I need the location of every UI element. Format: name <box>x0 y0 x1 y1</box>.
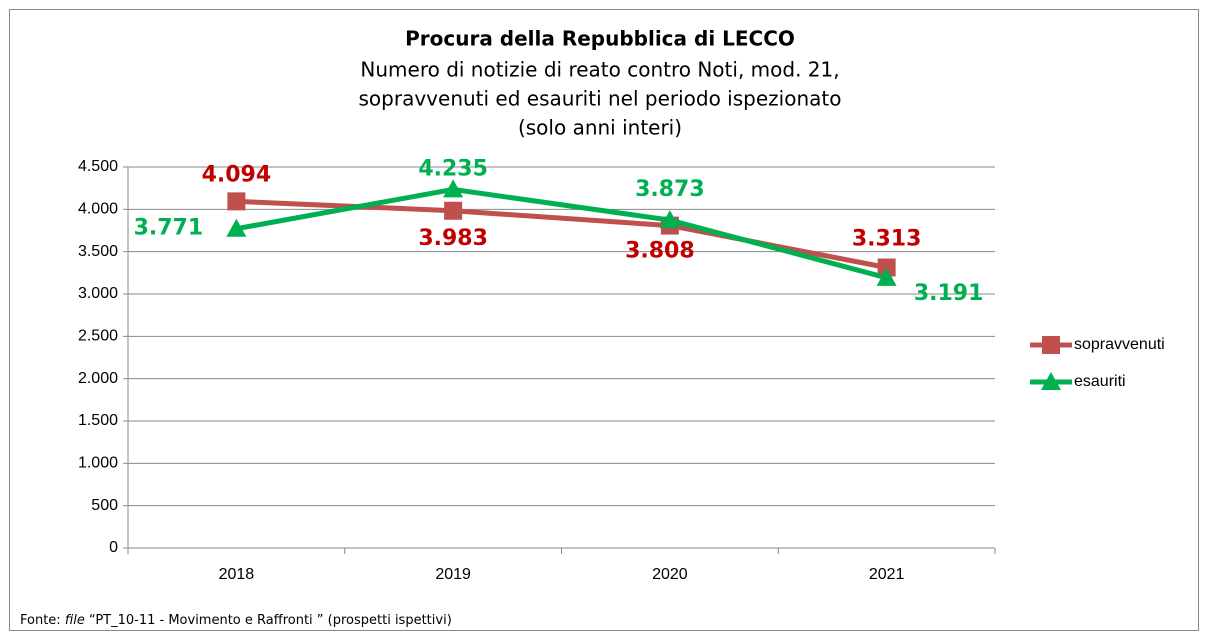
data-label: 3.313 <box>852 226 922 251</box>
legend-marker <box>1042 336 1060 354</box>
chart-subtitle: sopravvenuti ed esauriti nel periodo isp… <box>359 87 842 111</box>
data-label: 4.094 <box>202 162 272 187</box>
series-line <box>235 186 888 281</box>
source-italic: file <box>65 613 85 628</box>
legend-label: sopravvenuti <box>1074 336 1165 353</box>
data-label: 3.983 <box>418 226 488 251</box>
legend-label: esauriti <box>1074 373 1126 390</box>
chart-subtitle: (solo anni interi) <box>518 116 682 140</box>
data-point <box>659 210 680 229</box>
source-prefix: Fonte: <box>20 613 61 628</box>
data-label: 4.235 <box>418 156 488 181</box>
data-point <box>226 218 247 237</box>
chart-border <box>9 9 1199 631</box>
y-tick-label: 2.000 <box>78 370 118 387</box>
y-tick-label: 0 <box>109 539 118 556</box>
y-tick-label: 3.000 <box>78 285 118 302</box>
data-label: 3.808 <box>625 239 695 264</box>
data-point <box>227 192 246 211</box>
data-point <box>443 179 464 198</box>
y-tick-label: 500 <box>91 497 118 514</box>
chart-title: Procura della Repubblica di LECCO <box>405 27 795 51</box>
legend-marker <box>1041 372 1061 390</box>
data-point <box>444 201 463 220</box>
y-tick-label: 1.500 <box>78 412 118 429</box>
y-tick-label: 2.500 <box>78 328 118 345</box>
x-tick-label: 2018 <box>219 566 255 583</box>
data-point <box>877 258 896 277</box>
chart-subtitle: Numero di notizie di reato contro Noti, … <box>360 58 839 82</box>
x-tick-label: 2019 <box>435 566 471 583</box>
y-tick-label: 3.500 <box>78 243 118 260</box>
source-rest: “PT_10-11 - Movimento e Raffronti ” (pro… <box>89 613 452 628</box>
data-label: 3.873 <box>635 177 705 202</box>
y-tick-label: 4.000 <box>78 201 118 218</box>
x-tick-label: 2020 <box>652 566 688 583</box>
x-tick-label: 2021 <box>869 566 905 583</box>
y-tick-label: 4.500 <box>78 158 118 175</box>
data-label: 3.191 <box>914 281 984 306</box>
source-note: Fonte: file “PT_10-11 - Movimento e Raff… <box>20 613 452 628</box>
data-point <box>876 267 897 286</box>
y-tick-label: 1.000 <box>78 455 118 472</box>
data-label: 3.771 <box>134 216 204 241</box>
